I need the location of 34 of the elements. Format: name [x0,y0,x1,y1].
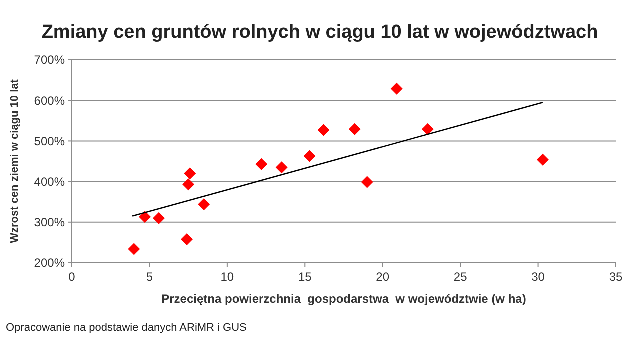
x-tick-label: 0 [68,270,76,284]
y-tick-label: 600% [34,94,66,108]
y-tick-label: 500% [34,134,66,148]
point [348,123,361,136]
point [276,162,288,174]
x-tick-label: 30 [532,270,546,284]
x-tick-label: 5 [146,270,154,284]
point [390,82,403,95]
y-tick-label: 400% [34,175,66,189]
text: Opracowanie na podstawie danych ARiMR i GUS [6,322,247,334]
y-tick-label: 700% [34,53,66,68]
point [182,178,195,191]
x-tick-label: 15 [298,270,312,284]
point [304,150,316,162]
point [184,168,196,180]
x-tick-label: 25 [454,270,468,284]
point [256,158,268,170]
point [318,124,330,136]
point [139,211,152,224]
point [198,198,210,211]
point [536,154,549,166]
chart-title: Zmiany cen gruntów rolnych w ciągu 10 lat w województwach [42,22,598,43]
y-tick-label: 200% [34,256,66,270]
point [153,212,166,224]
x-tick-label: 20 [376,270,390,284]
y-tick-label: 300% [34,216,66,230]
point [181,233,194,246]
point [128,243,140,256]
x-tick-label: 35 [609,270,623,284]
point [422,123,434,136]
point [361,176,374,188]
x-tick-label: 10 [220,270,234,284]
x-axis-title: Przeciętna powierzchnia gospodarstwa w województwie (w ha) [162,292,526,306]
y-axis-title: Wzrost cen ziemi w ciągu 10 lat [9,79,21,244]
